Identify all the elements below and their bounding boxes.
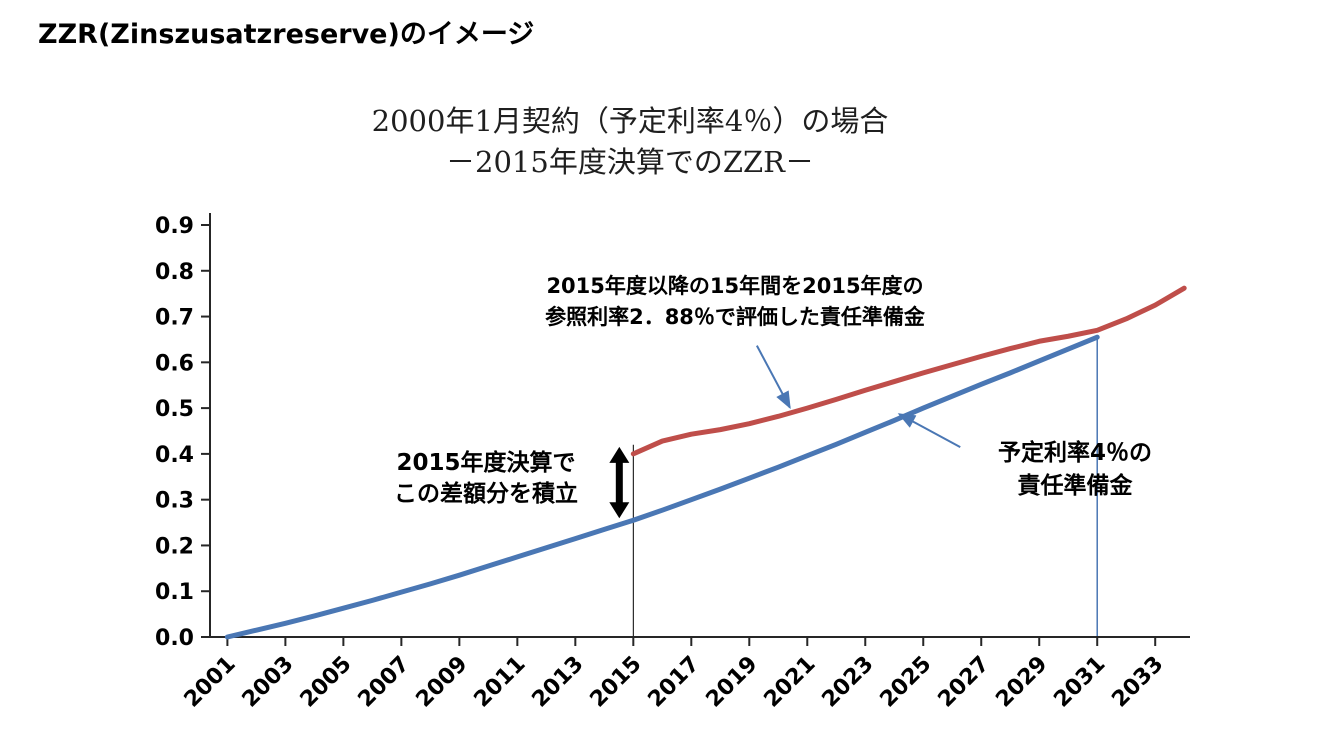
annotation-assumed-rate-line2: 責任準備金: [1017, 473, 1133, 499]
chart-title: 2000年1月契約（予定利率4％）の場合 －2015年度決算でのZZR－: [210, 101, 1050, 183]
series-line-0: [224, 334, 1100, 640]
annotation-accumulation: 2015年度決算で この差額分を積立: [361, 448, 611, 510]
x-tick-label: 2007: [354, 652, 415, 713]
x-tick-label: 2001: [180, 652, 241, 713]
chart-title-line2: －2015年度決算でのZZR－: [446, 145, 814, 179]
reference-rate-pointer-arrow: [755, 345, 791, 410]
y-tick-label: 0.6: [155, 351, 194, 376]
y-tick-label: 0.3: [155, 489, 194, 514]
difference-arrow-head-bottom: [609, 502, 630, 519]
y-tick-label: 0.9: [155, 214, 194, 239]
annotation-assumed-rate-line1: 予定利率4％の: [997, 440, 1152, 466]
page-title: ZZR(Zinszusatzreserve)のイメージ: [38, 19, 535, 50]
x-tick-label: 2013: [528, 652, 589, 713]
annotation-reference-rate-line2: 参照利率2．88％で評価した責任準備金: [545, 305, 925, 329]
x-tick-label: 2019: [702, 652, 763, 713]
y-tick-label: 0.1: [155, 580, 194, 605]
x-tick-label: 2005: [296, 652, 357, 713]
annotation-accumulation-line1: 2015年度決算で: [396, 450, 576, 476]
y-tick-label: 0.7: [155, 306, 194, 331]
annotation-assumed-rate-reserve: 予定利率4％の 責任準備金: [955, 437, 1195, 503]
x-tick-label: 2033: [1107, 652, 1168, 713]
difference-arrow-head-top: [609, 446, 630, 463]
x-tick-label: 2027: [934, 652, 995, 713]
x-tick-label: 2015: [586, 652, 647, 713]
x-tick-label: 2009: [412, 652, 473, 713]
y-tick-label: 0.4: [155, 443, 194, 468]
y-tick-label: 0.2: [155, 534, 194, 559]
chart-title-line1: 2000年1月契約（予定利率4％）の場合: [371, 104, 889, 138]
x-tick-label: 2031: [1049, 652, 1110, 713]
y-tick-label: 0.5: [155, 397, 194, 422]
x-tick-label: 2021: [760, 652, 821, 713]
x-tick-label: 2029: [991, 652, 1052, 713]
y-tick-label: 0.8: [155, 260, 194, 285]
assumed-rate-pointer-arrow: [897, 413, 961, 448]
x-tick-label: 2025: [876, 652, 937, 713]
annotation-accumulation-line2: この差額分を積立: [394, 481, 578, 507]
series-line-1: [630, 285, 1187, 457]
x-tick-label: 2017: [644, 652, 705, 713]
y-tick-label: 0.0: [155, 626, 194, 651]
x-tick-label: 2011: [470, 652, 531, 713]
annotation-reference-rate-line1: 2015年度以降の15年間を2015年度の: [546, 274, 924, 298]
x-tick-label: 2023: [818, 652, 879, 713]
annotation-reference-rate-reserve: 2015年度以降の15年間を2015年度の 参照利率2．88％で評価した責任準備…: [500, 271, 970, 333]
x-tick-label: 2003: [238, 652, 299, 713]
